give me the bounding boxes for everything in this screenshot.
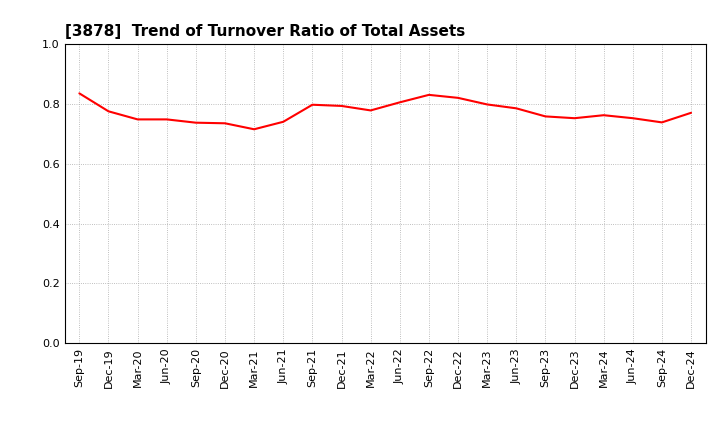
Text: [3878]  Trend of Turnover Ratio of Total Assets: [3878] Trend of Turnover Ratio of Total … [65, 24, 465, 39]
